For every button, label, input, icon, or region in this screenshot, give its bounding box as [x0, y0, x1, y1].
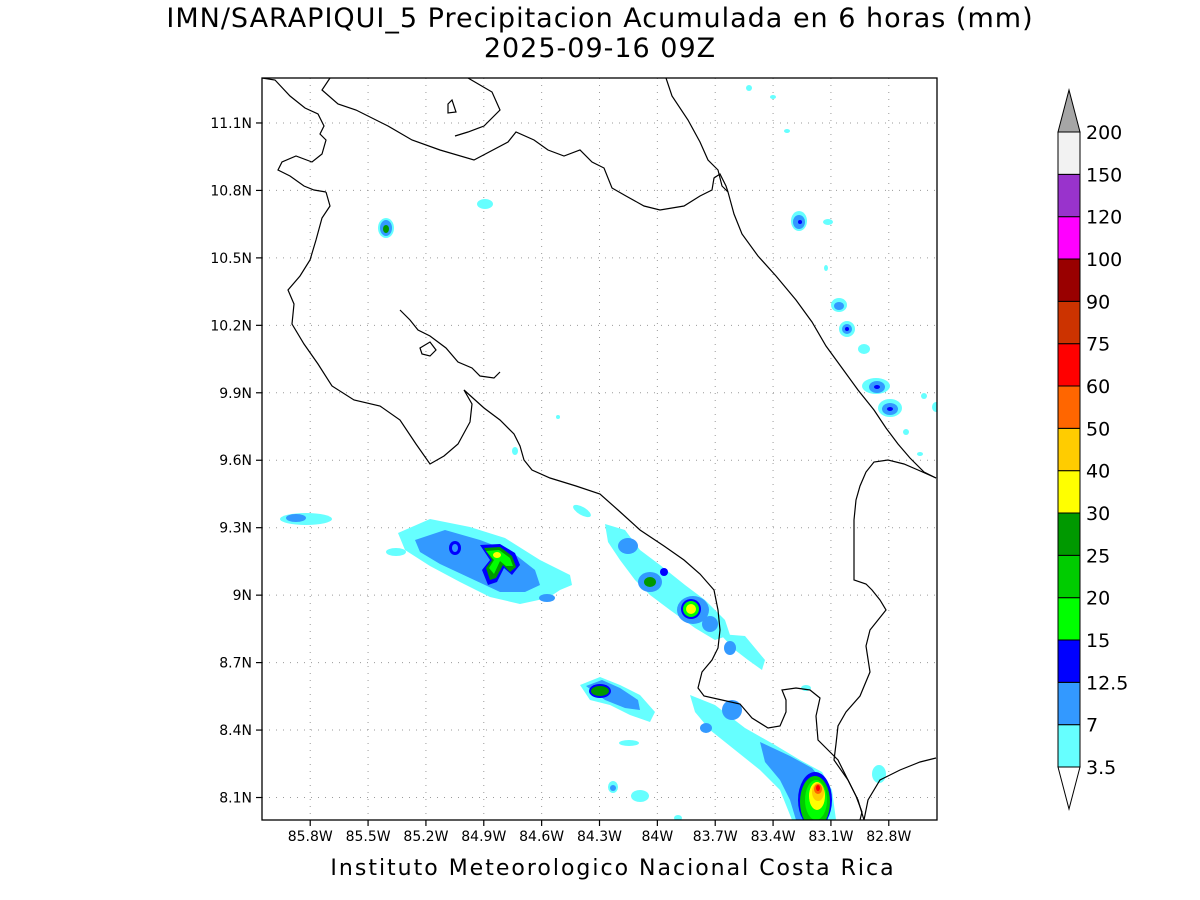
precip-cell	[580, 677, 682, 820]
colorbar-label: 100	[1086, 249, 1122, 271]
colorbar-label: 40	[1086, 461, 1110, 483]
colorbar-swatch	[1057, 343, 1081, 387]
colorbar-swatch	[1057, 216, 1081, 260]
colorbar-label: 75	[1086, 334, 1110, 356]
colorbar-swatch	[1057, 554, 1081, 599]
colorbar-swatch	[1057, 173, 1081, 218]
map-title: IMN/SARAPIQUI_5 Precipitacion Acumulada …	[166, 3, 1034, 34]
colorbar-swatch	[1057, 597, 1081, 641]
colorbar-label: 30	[1086, 503, 1110, 525]
colorbar-swatch	[1057, 724, 1081, 768]
chiriqui-coast	[863, 757, 937, 820]
lat-tick-label: 10.5N	[210, 251, 252, 267]
precip-cell	[386, 519, 572, 604]
colorbar-swatch	[1057, 470, 1081, 514]
colorbar-label: 20	[1086, 588, 1110, 610]
lon-tick-label: 84W	[642, 829, 674, 845]
lon-tick-label: 84.9W	[461, 829, 506, 845]
lon-tick-label: 83.4W	[751, 829, 796, 845]
panama-border	[833, 459, 937, 820]
nicoya-gulf-inner	[399, 309, 501, 379]
lat-tick-label: 9.6N	[219, 453, 252, 469]
colorbar-label: 120	[1086, 207, 1122, 229]
lon-tick-label: 85.8W	[288, 829, 333, 845]
colorbar-label: 60	[1086, 376, 1110, 398]
map-subtitle-datetime: 2025-09-16 09Z	[483, 33, 717, 64]
colorbar-under-arrow	[1057, 766, 1081, 811]
precipitation-field	[280, 85, 937, 820]
map-gridlines	[262, 78, 937, 820]
colorbar-label: 150	[1086, 164, 1122, 186]
lat-tick-label: 9.3N	[219, 521, 252, 537]
nicaragua-border-line	[262, 78, 327, 193]
precip-cell	[280, 415, 560, 525]
colorbar-label: 7	[1086, 715, 1098, 737]
colorbar-label: 12.5	[1086, 672, 1128, 694]
lon-tick-label: 82.8W	[866, 829, 911, 845]
lon-tick-label: 83.7W	[693, 829, 738, 845]
lon-tick-label: 85.5W	[346, 829, 391, 845]
colorbar-label: 90	[1086, 291, 1110, 313]
colorbar-swatch	[1057, 131, 1081, 175]
lon-tick-label: 85.2W	[403, 829, 448, 845]
colorbar-swatch	[1057, 385, 1081, 429]
lat-tick-label: 9N	[233, 588, 252, 604]
precip-cell	[690, 685, 886, 820]
colorbar-swatch	[1057, 639, 1081, 683]
lon-tick-label: 84.3W	[577, 829, 622, 845]
lake-nicaragua-shore	[321, 78, 729, 211]
precip-cell	[378, 218, 394, 238]
colorbar-swatch	[1057, 427, 1081, 472]
colorbar-swatch	[1057, 681, 1081, 726]
lat-tick-label: 9.9N	[219, 386, 252, 402]
colorbar-swatch	[1057, 300, 1081, 345]
precip-cell	[573, 504, 765, 670]
coastlines-borders	[262, 78, 937, 820]
lat-tick-label: 8.7N	[219, 656, 252, 672]
colorbar-swatch	[1057, 258, 1081, 302]
lat-tick-label: 8.4N	[219, 723, 252, 739]
colorbar-label: 50	[1086, 418, 1110, 440]
map-axes: 11.1N 10.8N 10.5N 10.2N 9.9N 9.6N 9.3N 9N 8.7N 8.…	[210, 116, 911, 845]
lat-tick-label: 10.8N	[210, 183, 252, 199]
lake-island	[447, 98, 457, 114]
colorbar-label: 25	[1086, 545, 1110, 567]
caribbean-coastline	[665, 78, 937, 479]
footer-credit: Instituto Meteorologico Nacional Costa R…	[330, 856, 896, 881]
precip-cell	[746, 85, 937, 456]
colorbar-label: 200	[1086, 122, 1122, 144]
pacific-coastline-north	[287, 191, 863, 820]
colorbar-legend: 3.5 7 12.5 15 20 25 30 40 50 60 75 90 100 120 150 200	[1057, 88, 1128, 811]
lat-tick-label: 11.1N	[210, 116, 252, 132]
lat-tick-label: 8.1N	[219, 791, 252, 807]
nicaragua-coast-north	[454, 78, 501, 137]
lat-tick-label: 10.2N	[210, 318, 252, 334]
colorbar-swatch	[1057, 512, 1081, 556]
colorbar-over-arrow	[1057, 88, 1081, 133]
chira-island	[419, 341, 437, 357]
precip-cell	[477, 199, 493, 209]
lon-tick-label: 83.1W	[808, 829, 853, 845]
lon-tick-label: 84.6W	[519, 829, 564, 845]
colorbar-label: 15	[1086, 630, 1110, 652]
colorbar-label: 3.5	[1086, 757, 1116, 779]
